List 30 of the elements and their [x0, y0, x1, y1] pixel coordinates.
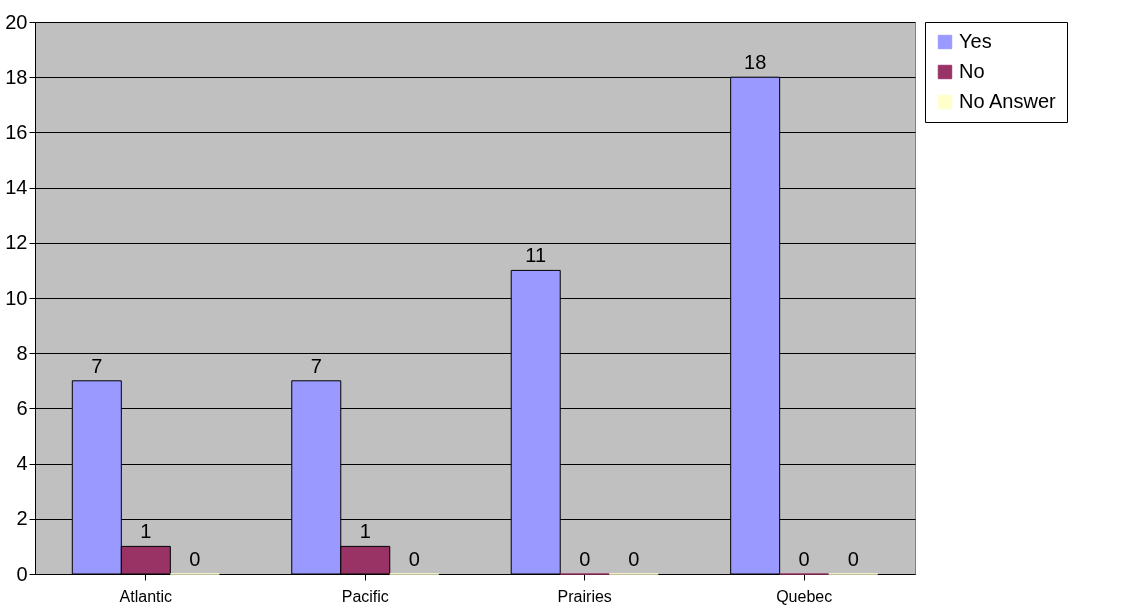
data-label: 0	[847, 548, 859, 570]
y-tick-label: 2	[16, 507, 28, 530]
y-tick-label: 14	[5, 176, 28, 199]
y-tick-label: 8	[16, 341, 28, 364]
y-tick-label: 0	[16, 562, 28, 585]
legend-label: Yes	[959, 30, 992, 52]
data-label: 1	[140, 520, 152, 543]
data-label: 1	[359, 520, 371, 543]
data-label: 0	[189, 548, 201, 570]
y-tick-label: 10	[5, 286, 28, 309]
y-tick-label: 12	[5, 231, 28, 254]
y-tick-label: 20	[5, 10, 28, 33]
x-tick-label: Pacific	[341, 587, 389, 605]
data-label: 0	[798, 548, 810, 570]
y-tick-label: 18	[5, 65, 28, 88]
data-label: 0	[408, 548, 420, 570]
legend-label: No Answer	[959, 90, 1057, 112]
y-tick-label: 6	[16, 396, 28, 419]
data-label: 0	[579, 548, 591, 570]
legend-label: No	[959, 60, 985, 82]
data-label: 7	[310, 354, 322, 377]
x-tick-label: Prairies	[557, 587, 612, 605]
x-tick-label: Atlantic	[119, 587, 173, 605]
x-tick-label: Quebec	[776, 587, 833, 605]
data-label: 0	[628, 548, 640, 570]
data-label: 18	[744, 51, 767, 74]
y-tick-label: 16	[5, 120, 28, 143]
data-label: 7	[91, 354, 103, 377]
y-tick-label: 4	[16, 452, 28, 475]
data-label: 11	[525, 244, 547, 267]
